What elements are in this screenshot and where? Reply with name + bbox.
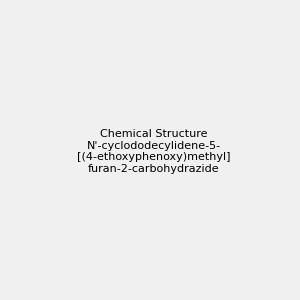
Text: Chemical Structure
N'-cyclododecylidene-5-
[(4-ethoxyphenoxy)methyl]
furan-2-car: Chemical Structure N'-cyclododecylidene-… (77, 129, 230, 174)
